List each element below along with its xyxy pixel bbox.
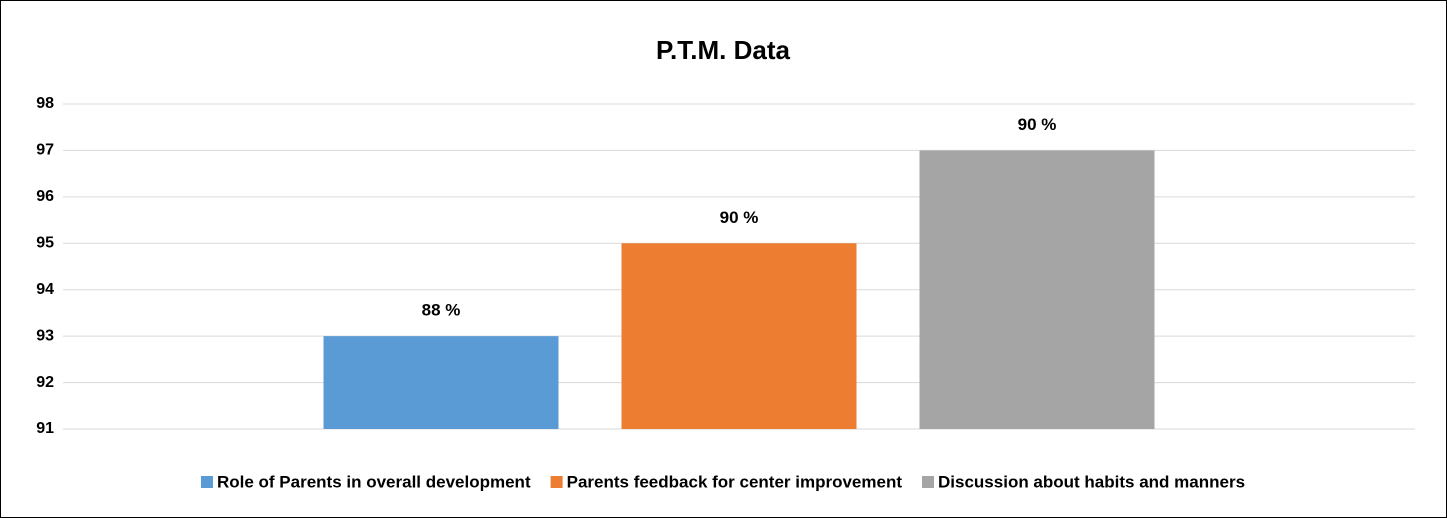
legend-label: Discussion about habits and manners: [938, 472, 1245, 491]
chart-title: P.T.M. Data: [656, 35, 790, 65]
y-tick-label: 97: [36, 142, 54, 159]
bar: [919, 150, 1155, 429]
legend-swatch: [200, 476, 213, 488]
y-tick-label: 98: [36, 95, 54, 112]
legend-swatch: [550, 476, 563, 488]
legend-label: Role of Parents in overall development: [217, 472, 531, 491]
bar: [621, 243, 857, 429]
annotation: 90 %: [1018, 115, 1057, 134]
y-tick-label: 95: [36, 235, 54, 252]
annotation: 90 %: [720, 208, 759, 227]
y-tick-label: 94: [36, 281, 54, 298]
y-tick-label: 92: [36, 374, 54, 391]
legend-label: Parents feedback for center improvement: [567, 472, 903, 491]
bar: [323, 336, 559, 429]
legend-swatch: [922, 476, 935, 488]
y-tick-label: 91: [36, 420, 54, 437]
annotation: 88 %: [422, 301, 461, 320]
y-tick-label: 93: [36, 327, 54, 344]
y-tick-label: 96: [36, 188, 54, 205]
